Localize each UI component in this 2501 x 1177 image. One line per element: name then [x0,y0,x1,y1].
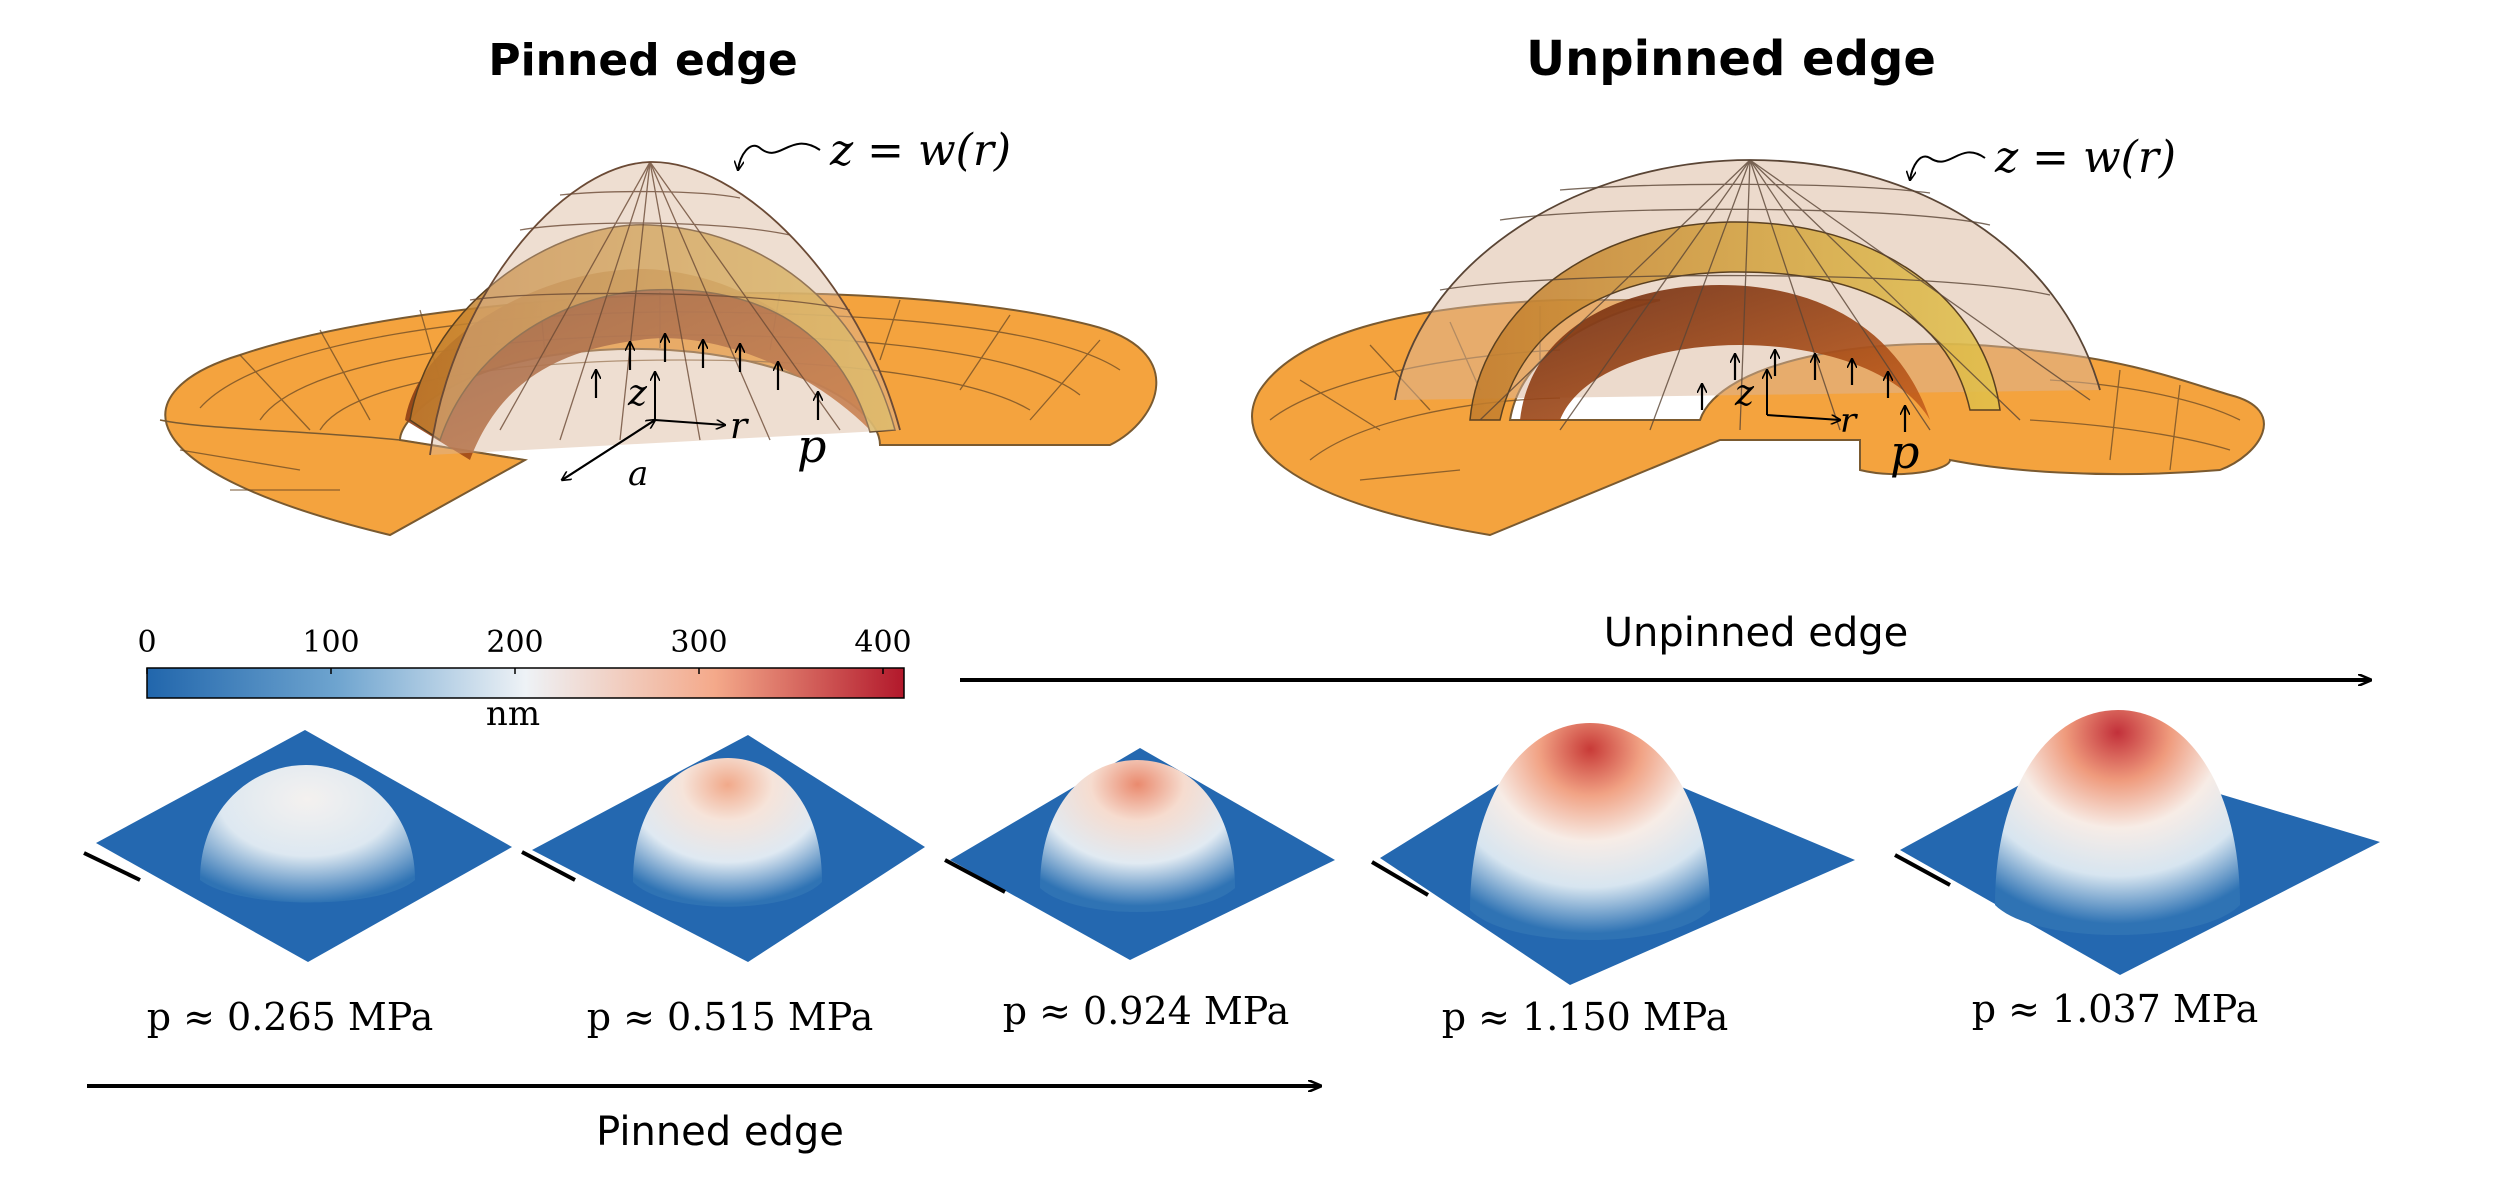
surface-label: z = w(r) [829,125,1011,176]
blister-panel-4: p ≈ 1.150 MPa [1370,723,1855,1039]
blister-panel-5: p ≈ 1.037 MPa [1894,710,2380,1031]
pressure-arrows [1702,350,1905,432]
axis-r-label: r [730,406,749,447]
colorbar-tick: 400 [854,625,911,660]
unpinned-arrow: Unpinned edge [960,610,2370,680]
blister-dome [1470,723,1710,940]
colorbar-tick: 200 [486,625,543,660]
substrate-plate [164,292,1158,537]
colorbar-gradient [146,667,905,699]
blister-dome [1995,710,2240,935]
colorbar-unit: nm [486,694,540,734]
pinned-arrow: Pinned edge [87,1086,1320,1155]
pressure-arrows [596,334,818,420]
title-unpinned: Unpinned edge [1526,31,1936,87]
blister-panel-3: p ≈ 0.924 MPa [944,748,1335,1033]
pressure-label: p [1890,425,1919,479]
radius-label: a [628,454,648,494]
pressure-value: p ≈ 1.150 MPa [1442,995,1729,1039]
colorbar-tick: 300 [670,625,727,660]
blister-dome [200,765,415,903]
deflected-membrane-inner [1520,285,1930,420]
deflected-membrane-middle [1469,221,2001,421]
pressure-value: p ≈ 0.515 MPa [587,995,874,1039]
axis-r-label: r [1840,401,1858,441]
blister-dome [633,758,822,907]
title-pinned: Pinned edge [488,35,797,86]
pressure-value: p ≈ 0.265 MPa [147,995,434,1039]
pressure-value: p ≈ 1.037 MPa [1972,987,2259,1031]
pinned-arrow-label: Pinned edge [596,1109,844,1155]
axis-z-label: z [627,373,648,414]
blister-panel-2: p ≈ 0.515 MPa [521,735,925,1039]
unpinned-arrow-label: Unpinned edge [1604,610,1909,656]
axis-z-label: z [1734,373,1755,414]
blister-dome [1040,760,1235,912]
pressure-label: p [797,419,826,473]
pressure-value: p ≈ 0.924 MPa [1003,989,1290,1033]
colorbar-tick: 100 [302,625,359,660]
blister-panel-1: p ≈ 0.265 MPa [83,730,512,1039]
pinned-schematic: z r a p z = w(r) [159,125,1158,537]
colorbar: 0 100 200 300 400 nm [137,625,911,734]
surface-label: z = w(r) [1994,132,2176,183]
colorbar-tick: 0 [137,625,156,660]
unpinned-schematic: z r p z = w(r) [1251,132,2265,537]
